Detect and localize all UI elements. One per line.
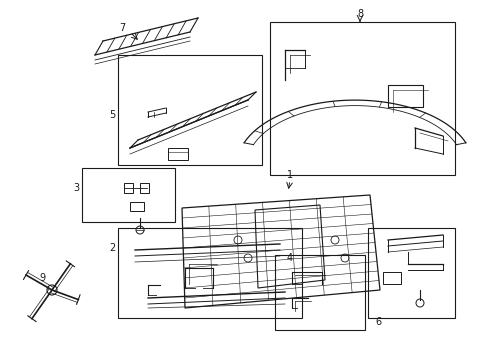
Bar xyxy=(82,168,175,222)
Text: 6: 6 xyxy=(374,317,380,327)
Bar xyxy=(387,85,422,107)
Text: 7: 7 xyxy=(119,23,125,33)
Text: 1: 1 xyxy=(286,170,292,180)
Bar xyxy=(118,55,262,165)
Text: 3: 3 xyxy=(73,183,79,193)
Bar xyxy=(118,228,302,318)
Bar xyxy=(168,148,187,160)
Bar xyxy=(140,183,149,193)
Bar xyxy=(367,228,454,318)
Text: 8: 8 xyxy=(356,9,362,19)
Bar xyxy=(130,202,143,211)
Text: 2: 2 xyxy=(109,243,115,253)
Text: 9: 9 xyxy=(39,273,45,283)
Bar xyxy=(382,272,400,284)
Bar xyxy=(274,255,364,330)
Bar xyxy=(269,22,454,175)
Bar xyxy=(124,183,133,193)
Text: 4: 4 xyxy=(286,253,292,263)
Text: 5: 5 xyxy=(109,110,115,120)
